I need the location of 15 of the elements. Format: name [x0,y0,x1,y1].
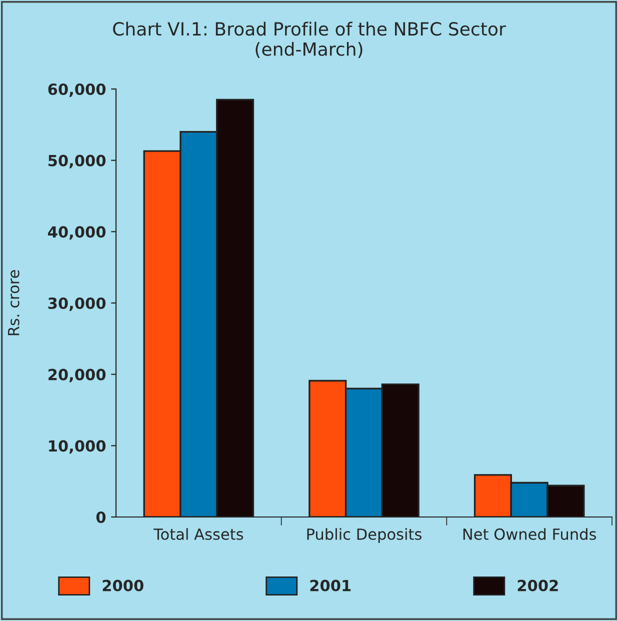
y-tick-label: 40,000 [48,226,106,240]
chart-title: Chart VI.1: Broad Profile of the NBFC Sector (end-March) [113,22,506,58]
y-tick-label: 20,000 [48,368,106,382]
x-tick-label: Total Assets [153,528,244,540]
legend-label: 2000 [102,580,144,592]
legend-label: 2002 [518,580,558,592]
x-tick-label: Net Owned Funds [463,528,596,540]
y-tick-label: 0 [96,511,106,524]
y-axis-title: Rs. crore [8,270,20,336]
y-tick-label: 60,000 [48,83,106,97]
y-tick-label: 30,000 [48,297,106,311]
y-tick-label: 10,000 [49,440,106,454]
legend-label: 2001 [310,580,351,592]
x-tick-label: Public Deposits [307,528,422,543]
y-tick-label: 50,000 [48,154,106,168]
